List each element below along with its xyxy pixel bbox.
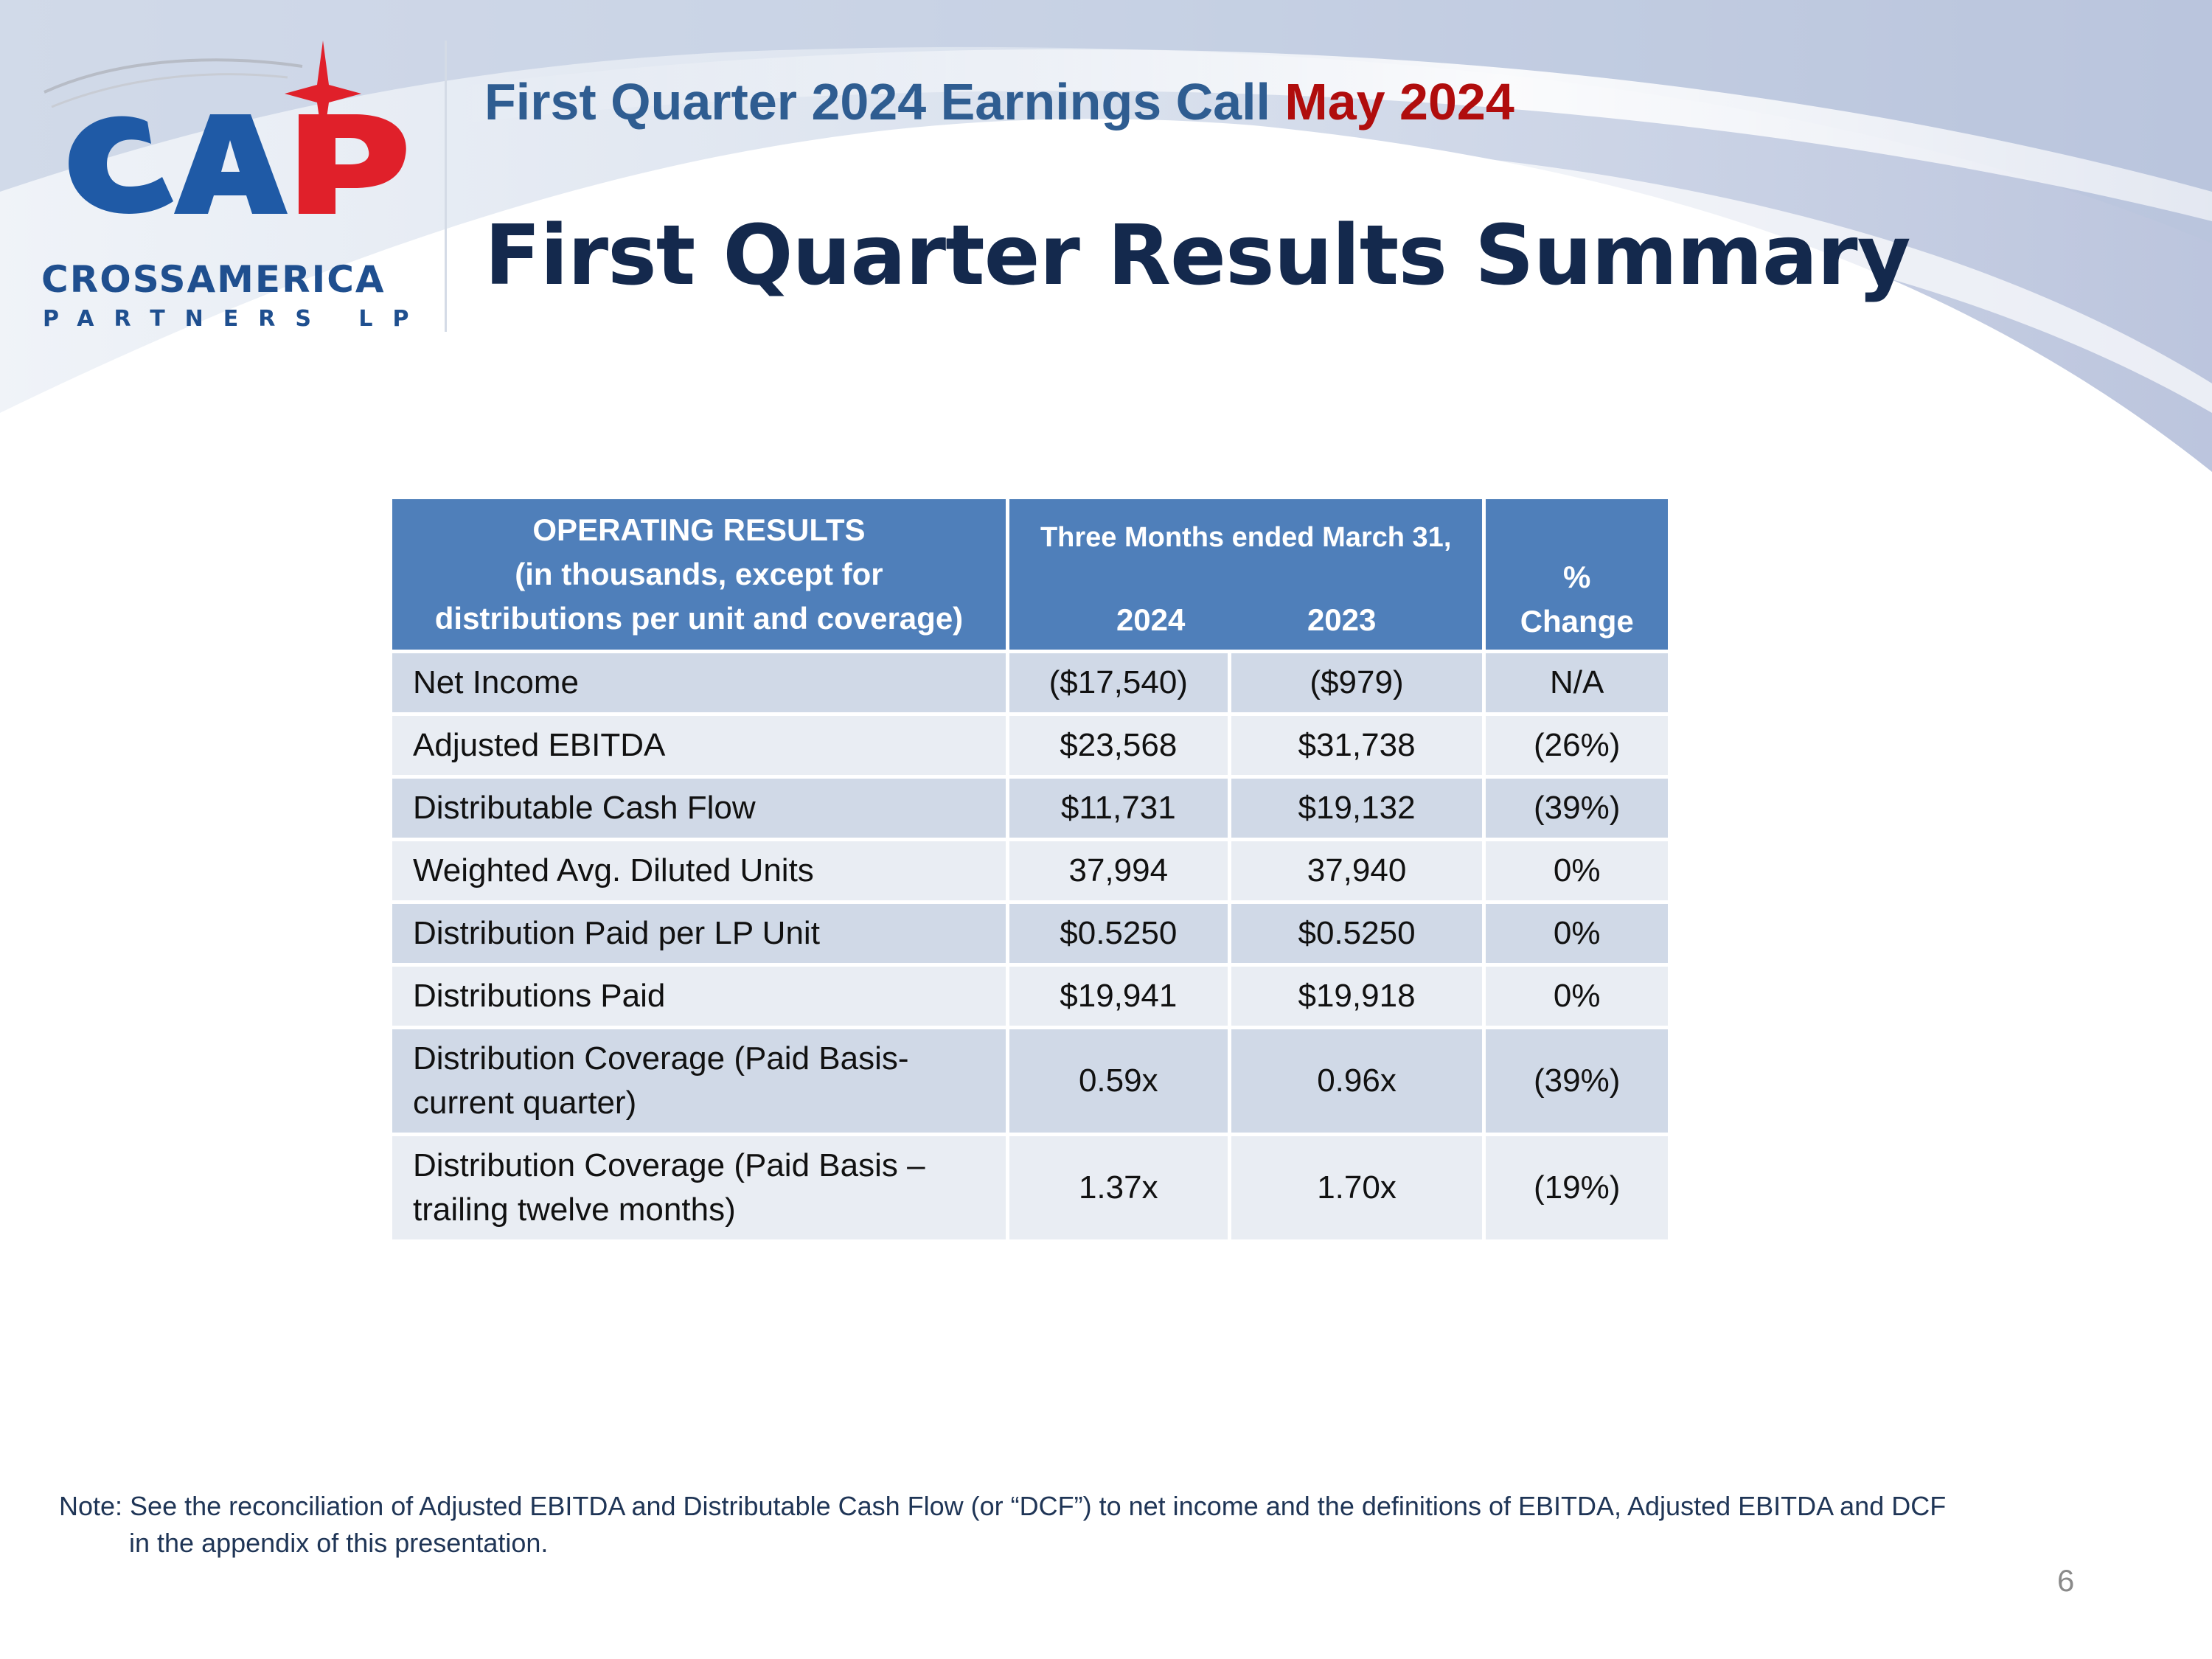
value-2024: ($17,540) [1009, 653, 1228, 712]
pct-header-line2: Change [1520, 604, 1634, 639]
earnings-call-line: First Quarter 2024 Earnings Call May 202… [484, 72, 1514, 131]
table-row: Distribution Coverage (Paid Basis- curre… [392, 1029, 1668, 1133]
page-title: First Quarter Results Summary [484, 208, 1911, 304]
row-label: Net Income [392, 653, 1006, 712]
background-swoosh [0, 0, 2212, 472]
table-row: Distributable Cash Flow $11,731 $19,132 … [392, 779, 1668, 838]
value-change: (19%) [1486, 1136, 1668, 1239]
value-change: (26%) [1486, 716, 1668, 775]
table-header-row: OPERATING RESULTS (in thousands, except … [392, 499, 1668, 650]
period-years: 2024 2023 [1009, 598, 1482, 642]
row-label: Distribution Paid per LP Unit [392, 904, 1006, 963]
value-2024: $11,731 [1009, 779, 1228, 838]
footnote-line1: Note: See the reconciliation of Adjusted… [59, 1491, 1947, 1521]
value-2023: 1.70x [1231, 1136, 1483, 1239]
value-change: 0% [1486, 841, 1668, 900]
earnings-call-date: May 2024 [1284, 73, 1514, 131]
period-title: Three Months ended March 31, [1040, 522, 1452, 553]
table-row: Weighted Avg. Diluted Units 37,994 37,94… [392, 841, 1668, 900]
table-row: Distribution Paid per LP Unit $0.5250 $0… [392, 904, 1668, 963]
row-label: Weighted Avg. Diluted Units [392, 841, 1006, 900]
results-table: OPERATING RESULTS (in thousands, except … [389, 495, 1672, 1243]
logo-company-sub: PARTNERS LP [43, 306, 429, 332]
value-2023: 0.96x [1231, 1029, 1483, 1133]
table-row: Adjusted EBITDA $23,568 $31,738 (26%) [392, 716, 1668, 775]
pct-header-line1: % [1563, 560, 1591, 594]
value-2024: 1.37x [1009, 1136, 1228, 1239]
row-label-line1: Distribution Coverage (Paid Basis- [413, 1040, 909, 1077]
year-2023-header: 2023 [1307, 602, 1377, 637]
value-2023: ($979) [1231, 653, 1483, 712]
row-label-line2: current quarter) [413, 1085, 637, 1121]
value-2023: $0.5250 [1231, 904, 1483, 963]
value-2024: 0.59x [1009, 1029, 1228, 1133]
value-2024: $19,941 [1009, 967, 1228, 1026]
table-row: Distributions Paid $19,941 $19,918 0% [392, 967, 1668, 1026]
value-2024: $0.5250 [1009, 904, 1228, 963]
row-label: Distribution Coverage (Paid Basis- curre… [392, 1029, 1006, 1133]
header-divider [445, 41, 447, 332]
pct-change-header: % Change [1486, 499, 1668, 650]
header-label-line1: OPERATING RESULTS [532, 512, 866, 547]
company-logo: CROSSAMERICA PARTNERS LP [37, 41, 420, 343]
period-header: Three Months ended March 31, 2024 2023 [1009, 499, 1483, 650]
row-label: Adjusted EBITDA [392, 716, 1006, 775]
value-2023: $19,918 [1231, 967, 1483, 1026]
row-label-line1: Distribution Coverage (Paid Basis – [413, 1147, 925, 1183]
value-change: (39%) [1486, 1029, 1668, 1133]
value-2024: 37,994 [1009, 841, 1228, 900]
results-table-container: OPERATING RESULTS (in thousands, except … [389, 495, 1672, 1243]
value-2023: $19,132 [1231, 779, 1483, 838]
logo-company-name: CROSSAMERICA [41, 258, 386, 301]
row-label: Distribution Coverage (Paid Basis – trai… [392, 1136, 1006, 1239]
year-2024-header: 2024 [1116, 602, 1186, 637]
row-label: Distributions Paid [392, 967, 1006, 1026]
logo-mark [44, 41, 406, 214]
row-label: Distributable Cash Flow [392, 779, 1006, 838]
value-change: 0% [1486, 904, 1668, 963]
table-row: Distribution Coverage (Paid Basis – trai… [392, 1136, 1668, 1239]
value-change: 0% [1486, 967, 1668, 1026]
value-change: N/A [1486, 653, 1668, 712]
footnote-line2: in the appendix of this presentation. [129, 1528, 549, 1558]
value-2023: $31,738 [1231, 716, 1483, 775]
value-2024: $23,568 [1009, 716, 1228, 775]
operating-results-header: OPERATING RESULTS (in thousands, except … [392, 499, 1006, 650]
value-2023: 37,940 [1231, 841, 1483, 900]
footnote: Note: See the reconciliation of Adjusted… [59, 1488, 2050, 1562]
value-change: (39%) [1486, 779, 1668, 838]
header-label-line2: (in thousands, except for [515, 557, 883, 591]
header-label-line3: distributions per unit and coverage) [434, 601, 964, 636]
earnings-call-text: First Quarter 2024 Earnings Call [484, 73, 1270, 131]
row-label-line2: trailing twelve months) [413, 1192, 736, 1228]
page-number: 6 [2057, 1563, 2075, 1598]
table-row: Net Income ($17,540) ($979) N/A [392, 653, 1668, 712]
